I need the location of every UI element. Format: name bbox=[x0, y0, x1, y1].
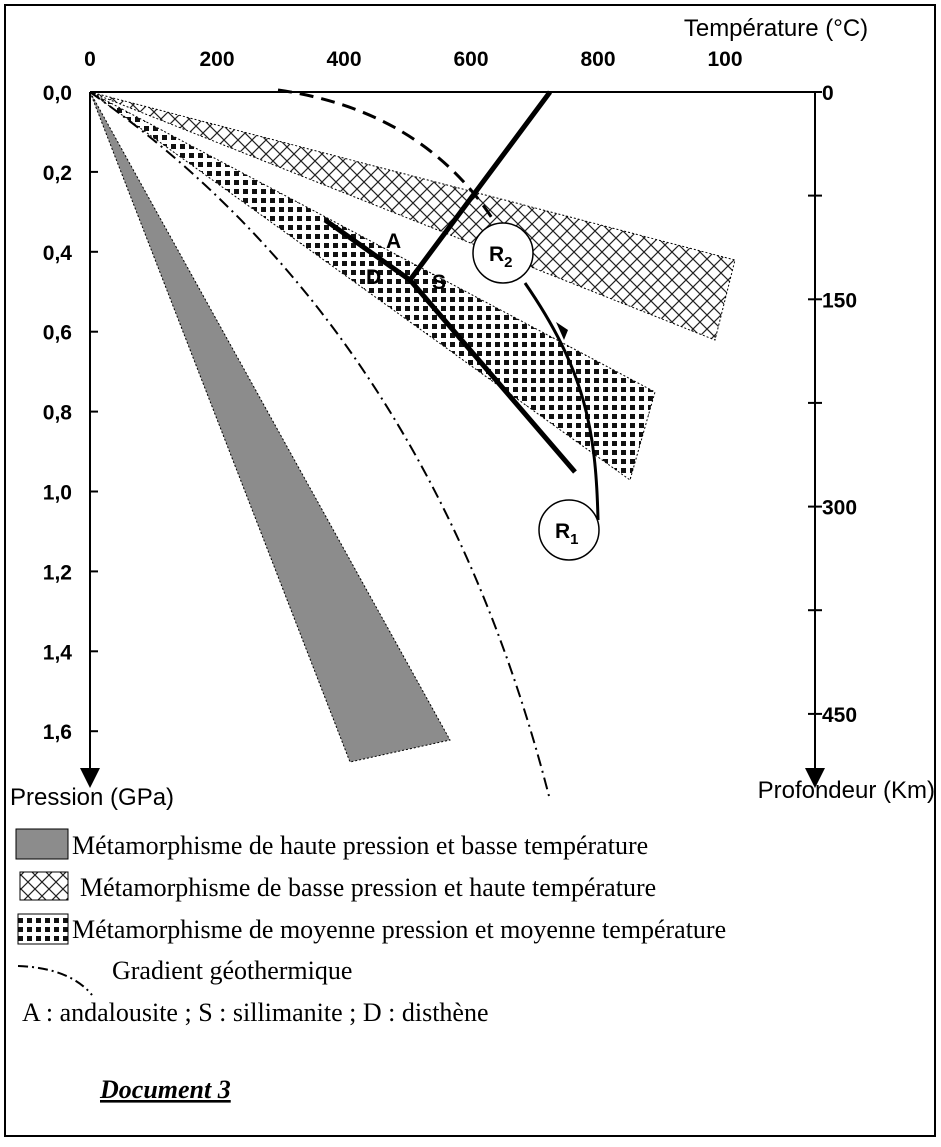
top-tick-label: 600 bbox=[453, 48, 488, 71]
left-tick-label: 1,6 bbox=[43, 721, 72, 744]
note: A : andalousite ; S : sillimanite ; D : … bbox=[22, 998, 489, 1027]
label-d: D bbox=[366, 266, 381, 289]
frame bbox=[4, 4, 936, 1137]
top-tick-label: 200 bbox=[199, 48, 234, 71]
label-a: A bbox=[386, 230, 401, 253]
top-tick-label: 800 bbox=[580, 48, 615, 71]
arrow-head bbox=[556, 322, 568, 340]
label-r2: R2 bbox=[489, 243, 513, 271]
legend-3: Métamorphisme de moyenne pression et moy… bbox=[72, 915, 726, 944]
top-tick-label: 0 bbox=[84, 48, 96, 71]
left-tick-label: 1,4 bbox=[43, 641, 73, 664]
hp-bt-zone bbox=[89, 91, 451, 763]
left-tick-label: 0,0 bbox=[43, 82, 72, 105]
r2-circle bbox=[472, 222, 534, 284]
left-tick-label: 0,2 bbox=[43, 162, 72, 185]
r1-circle bbox=[538, 499, 600, 561]
right-tick-label: 450 bbox=[822, 704, 857, 727]
left-tick-label: 0,4 bbox=[43, 242, 73, 265]
left-tick-label: 1,2 bbox=[43, 561, 72, 584]
top-tick-label: 400 bbox=[326, 48, 361, 71]
label-r1: R1 bbox=[555, 520, 579, 548]
left-tick-label: 1,0 bbox=[43, 482, 72, 505]
pt-path bbox=[523, 282, 600, 521]
right-tick-label: 0 bbox=[822, 82, 834, 105]
left-title: Pression (GPa) bbox=[10, 784, 174, 811]
bp-ht-zone bbox=[89, 91, 736, 341]
swatch-gray bbox=[15, 828, 69, 860]
right-tick-label: 300 bbox=[822, 497, 857, 520]
right-title: Profondeur (Km) bbox=[758, 777, 935, 804]
swatch-cross bbox=[19, 871, 69, 901]
right-tick-label: 150 bbox=[822, 289, 857, 312]
swatch-check bbox=[17, 913, 69, 945]
geothermal-gradient bbox=[89, 91, 551, 801]
document-title: Document 3 bbox=[99, 1075, 231, 1104]
legend-4: Gradient géothermique bbox=[112, 956, 352, 985]
top-title: Température (°C) bbox=[684, 15, 868, 42]
left-tick-label: 0,6 bbox=[43, 322, 72, 345]
mp-mt-zone bbox=[89, 91, 656, 481]
left-tick-label: 0,8 bbox=[43, 402, 73, 425]
top-tick-label: 100 bbox=[707, 48, 742, 71]
swatch-gradient bbox=[17, 965, 93, 996]
reaction-lines bbox=[323, 90, 577, 474]
legend-1: Métamorphisme de haute pression et basse… bbox=[72, 831, 648, 860]
legend-2: Métamorphisme de basse pression et haute… bbox=[80, 873, 656, 902]
label-s: S bbox=[432, 271, 446, 294]
